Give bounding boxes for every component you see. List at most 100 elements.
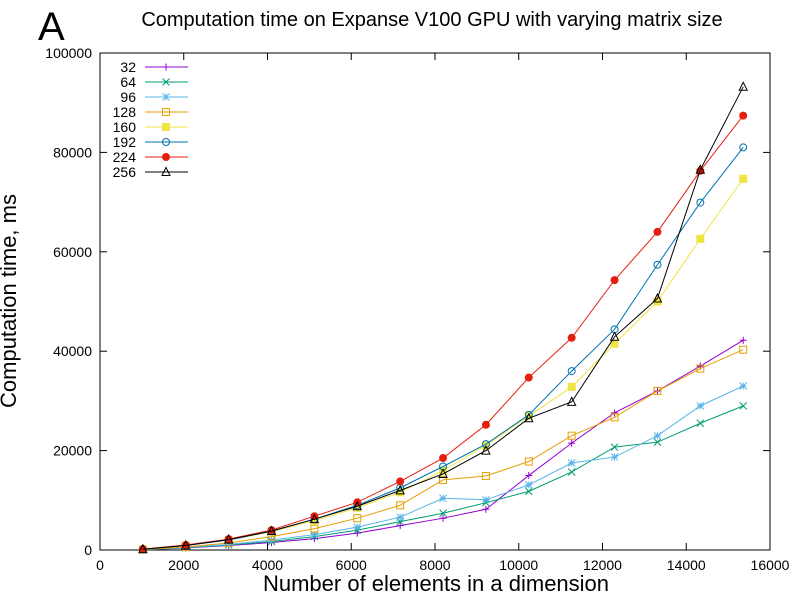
data-point-96 (310, 530, 319, 539)
data-point-224 (739, 111, 748, 120)
chart-title: Computation time on Expanse V100 GPU wit… (141, 9, 722, 31)
legend-item-32: 32 (120, 59, 188, 75)
legend-marker (162, 93, 170, 101)
data-point-64 (696, 419, 705, 428)
legend-marker (162, 63, 170, 71)
data-point-128 (439, 475, 448, 484)
data-point-32 (739, 336, 747, 344)
data-point-224 (524, 373, 533, 382)
data-point-192 (567, 367, 576, 376)
legend-label: 32 (120, 59, 136, 75)
data-point-224 (481, 420, 490, 429)
legend-marker (162, 78, 170, 86)
x-tick-label: 16000 (751, 557, 790, 573)
x-tick-label: 6000 (336, 557, 367, 573)
legend-marker (162, 153, 170, 161)
data-point-128 (653, 386, 662, 395)
data-point-256 (180, 539, 191, 550)
data-point-192 (739, 143, 748, 152)
y-tick-label: 40000 (53, 343, 92, 359)
data-point-128 (610, 413, 619, 422)
series-line-224 (142, 115, 744, 550)
legend-marker (162, 108, 170, 116)
data-point-256 (438, 468, 448, 478)
data-point-224 (567, 333, 576, 342)
data-point-96 (610, 453, 619, 461)
legend-label: 192 (113, 134, 137, 150)
legend-label: 256 (113, 164, 137, 180)
data-point-256 (266, 525, 277, 536)
data-point-128 (696, 364, 705, 373)
legend-label: 96 (120, 89, 136, 105)
panel-label: A (38, 5, 65, 49)
legend-item-96: 96 (120, 89, 188, 105)
data-point-256 (609, 331, 620, 341)
legend-item-192: 192 (113, 134, 188, 150)
data-point-256 (738, 81, 749, 91)
data-point-256 (395, 484, 405, 495)
data-point-224 (439, 454, 448, 463)
data-point-192 (481, 440, 490, 449)
data-point-256 (481, 444, 491, 455)
x-axis: 0 2000 4000 6000 8000 10000 12000 14000 16000 (96, 53, 790, 573)
series-line-256 (142, 86, 744, 550)
legend-item-160: 160 (113, 119, 188, 135)
data-point-160 (696, 234, 705, 243)
data-point-96 (567, 459, 576, 467)
series-256 (138, 81, 749, 554)
y-tick-label: 80000 (53, 144, 92, 160)
data-point-64 (610, 443, 619, 451)
data-point-32 (568, 439, 576, 447)
series-128 (138, 345, 748, 554)
data-point-64 (524, 487, 533, 496)
series-224 (138, 111, 748, 554)
data-point-160 (567, 382, 576, 391)
data-point-128 (396, 501, 405, 510)
x-tick-label: 0 (96, 557, 104, 573)
data-point-32 (482, 505, 490, 513)
data-point-256 (695, 164, 706, 174)
data-point-160 (739, 174, 748, 183)
data-point-128 (567, 431, 576, 440)
data-point-96 (653, 431, 662, 440)
y-tick-label: 20000 (53, 443, 92, 459)
y-tick-label: 100000 (45, 45, 92, 61)
data-point-96 (482, 495, 490, 504)
data-point-32 (396, 522, 404, 530)
y-axis-title: Computation time, ms (0, 194, 21, 408)
legend-item-224: 224 (113, 149, 188, 165)
series-96 (139, 382, 748, 554)
x-tick-label: 14000 (667, 557, 706, 573)
series-line-128 (142, 349, 744, 550)
data-point-256 (566, 396, 577, 406)
x-tick-label: 4000 (252, 557, 283, 573)
data-point-256 (652, 292, 663, 303)
data-point-96 (353, 523, 362, 531)
legend-label: 160 (113, 119, 137, 135)
data-point-96 (224, 540, 233, 549)
x-tick-label: 12000 (583, 557, 622, 573)
data-point-96 (439, 494, 447, 503)
data-point-256 (138, 543, 148, 554)
data-point-128 (481, 471, 490, 480)
plot-frame (99, 52, 771, 551)
data-point-128 (524, 457, 533, 466)
data-point-128 (310, 524, 319, 533)
data-point-96 (524, 481, 533, 489)
data-point-64 (567, 468, 576, 476)
data-point-32 (439, 514, 447, 522)
data-point-256 (352, 500, 363, 511)
legend-marker (162, 138, 170, 146)
series-line-160 (142, 178, 744, 550)
legend-marker (161, 166, 171, 176)
data-point-128 (353, 514, 362, 523)
x-tick-label: 2000 (168, 557, 199, 573)
data-point-192 (696, 198, 705, 207)
legend-item-128: 128 (113, 104, 188, 120)
legend-marker (162, 123, 170, 131)
data-point-256 (523, 412, 534, 423)
legend-label: 224 (113, 149, 137, 165)
series-line-192 (142, 147, 744, 550)
